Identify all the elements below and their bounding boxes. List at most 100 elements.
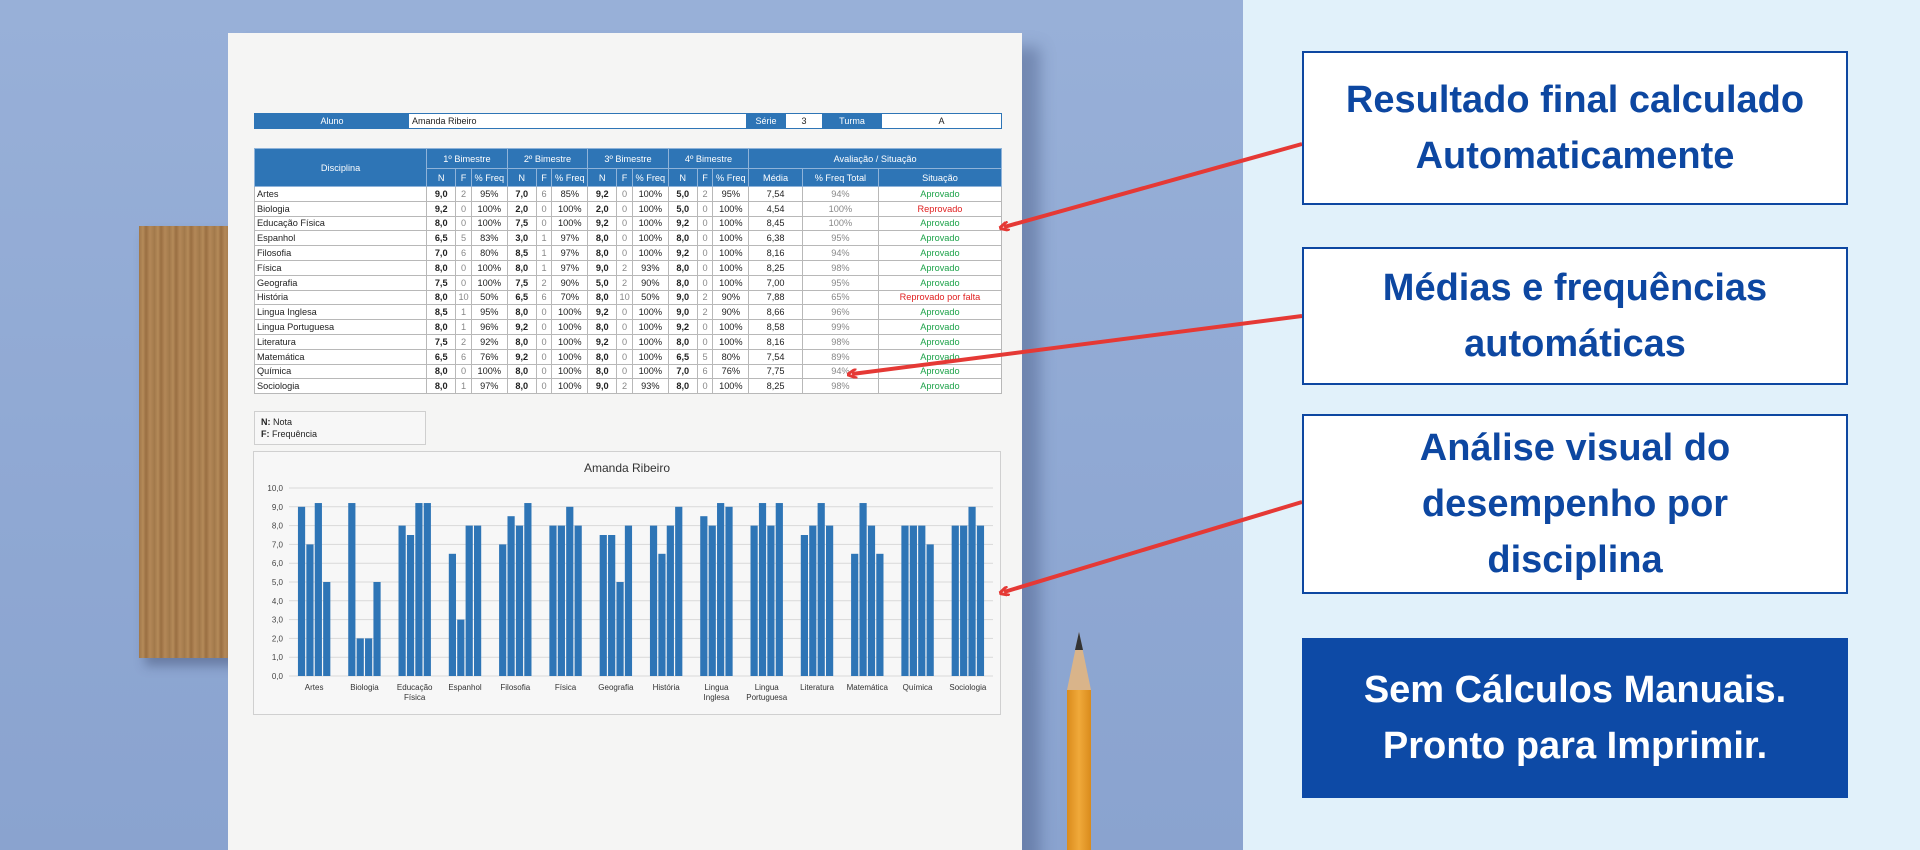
- chart-bar: [708, 525, 716, 676]
- col-bimestre-4: 4º Bimestre: [667, 148, 750, 169]
- callout-no-manual-calc-line-2: Pronto para Imprimir.: [1382, 725, 1768, 767]
- x-tick-label: Física: [555, 683, 577, 692]
- chart-bar: [373, 582, 381, 676]
- chart-bar: [767, 525, 775, 676]
- chart-bar: [474, 525, 482, 676]
- callout-visual-analysis-line-3: disciplina: [1487, 539, 1663, 581]
- y-tick-label: 10,0: [267, 484, 283, 493]
- student-label: Aluno: [255, 114, 409, 128]
- callout-final-result-line-1: Resultado final calculado: [1345, 79, 1805, 121]
- x-tick-label: Lingua: [755, 683, 780, 692]
- student-info-row: Aluno Amanda Ribeiro Série 3 Turma A: [254, 113, 1002, 129]
- x-tick-label: Biologia: [350, 683, 379, 692]
- chart-bar: [549, 525, 557, 676]
- chart-bar: [918, 525, 926, 676]
- chart-bar: [851, 553, 859, 676]
- x-tick-label: Lingua: [704, 683, 729, 692]
- chart-bar: [700, 516, 708, 676]
- chart-bar: [448, 553, 456, 676]
- col-disciplina: Disciplina: [253, 148, 428, 187]
- chart-bar: [406, 535, 415, 676]
- student-name: Amanda Ribeiro: [412, 116, 477, 126]
- x-tick-label: Artes: [305, 683, 324, 692]
- arrow-result: [1004, 142, 1303, 227]
- chart-bar: [717, 503, 725, 676]
- cell-nota: 8,0: [426, 289, 457, 306]
- x-tick-label: Geografia: [598, 683, 634, 692]
- chart-bar: [901, 525, 909, 676]
- table-row: Lingua Portuguesa 8,0 1 96% 9,2 0 100% 8,0 0 100%…: [253, 319, 1003, 335]
- cell-nota: 8,0: [426, 378, 457, 395]
- x-tick-label: Inglesa: [704, 693, 730, 702]
- col-n: N: [667, 168, 698, 187]
- table-row: História 8,0 10 50% 6,5 6 70% 8,0 10 50% 9,0 2 90% 7,…: [253, 289, 1003, 306]
- chart-bar: [398, 525, 406, 676]
- callout-final-result: Resultado final calculado Automaticament…: [1302, 51, 1848, 205]
- table-row: Biologia 9,2 0 100% 2,0 0 100% 2,0 0 100% 5,0 0 100%…: [253, 200, 1003, 217]
- chart-bar: [415, 503, 423, 676]
- x-tick-label: Portuguesa: [746, 693, 787, 702]
- callout-averages-line-1: Médias e frequências: [1382, 267, 1768, 309]
- chart-bar: [976, 525, 985, 676]
- chart-bar: [356, 638, 364, 676]
- chart-bar: [314, 503, 322, 676]
- chart-bar: [624, 525, 633, 676]
- callout-final-result-line-2: Automaticamente: [1415, 135, 1735, 177]
- callout-visual-analysis-line-2: desempenho por: [1421, 483, 1729, 525]
- chart-bar: [750, 525, 758, 676]
- y-tick-label: 2,0: [272, 634, 284, 643]
- table-row: Espanhol 6,5 5 83% 3,0 1 97% 8,0 0 100% 8,0 0 100% 6,…: [253, 230, 1003, 247]
- chart-bar: [809, 525, 817, 676]
- grades-table: Disciplina 1º Bimestre 2º Bimestre 3º Bi…: [253, 148, 1003, 395]
- col-f: F: [535, 168, 553, 187]
- chart-bar: [725, 506, 733, 676]
- chart-bar: [951, 525, 959, 676]
- chart-bar: [826, 525, 834, 676]
- chart-bar: [608, 535, 616, 676]
- callout-visual-analysis-line-1: Análise visual do: [1419, 427, 1731, 469]
- wooden-block: [139, 226, 239, 658]
- legend-n-text: Nota: [273, 417, 293, 427]
- callout-no-manual-calc: Sem Cálculos Manuais. Pronto para Imprim…: [1302, 638, 1848, 798]
- table-row: Geografia 7,5 0 100% 7,5 2 90% 5,0 2 90% 8,0 0 100% 7…: [253, 274, 1003, 291]
- cell-situacao: Aprovado: [877, 378, 1003, 395]
- y-tick-label: 0,0: [272, 672, 284, 681]
- col-avaliacao: Avaliação / Situação: [748, 148, 1002, 169]
- cell-freq: 100%: [712, 378, 750, 395]
- y-tick-label: 6,0: [272, 559, 284, 568]
- chart-bar: [876, 553, 884, 676]
- y-tick-label: 4,0: [272, 597, 284, 606]
- col-media: Média: [748, 168, 803, 187]
- cell-freq: 93%: [631, 378, 669, 395]
- y-tick-label: 9,0: [272, 503, 284, 512]
- cell-nota: 7,0: [426, 245, 457, 261]
- col-n: N: [426, 168, 457, 187]
- chart-bar: [515, 525, 524, 676]
- chart-title: Amanda Ribeiro: [584, 461, 670, 475]
- chart-bar: [960, 525, 968, 676]
- x-tick-label: Espanhol: [448, 683, 482, 692]
- x-tick-label: Química: [903, 683, 933, 692]
- chart-bar: [306, 544, 314, 676]
- col-freq: % Freq: [631, 168, 669, 187]
- x-tick-label: Física: [404, 693, 426, 702]
- col-bimestre-1: 1º Bimestre: [426, 148, 508, 169]
- table-row: Artes 9,0 2 95% 7,0 6 85% 9,2 0 100% 5,0 2 95% 7,54 94…: [253, 186, 1003, 202]
- chart-bar: [658, 553, 666, 676]
- chart-bar: [524, 503, 532, 676]
- cell-faltas: 0: [696, 378, 714, 395]
- grade-value: 3: [801, 116, 807, 126]
- y-tick-label: 7,0: [272, 540, 284, 549]
- col-freq-total: % Freq Total: [801, 168, 879, 187]
- chart-bar: [499, 544, 507, 676]
- cell-nota: 8,0: [506, 378, 537, 395]
- callout-averages-line-2: automáticas: [1464, 323, 1686, 365]
- table-row: Lingua Inglesa 8,5 1 95% 8,0 0 100% 9,2 0 100% 9,0…: [253, 304, 1003, 321]
- grade-label: Série: [746, 114, 786, 128]
- callout-visual-analysis: Análise visual do desempenho por discipl…: [1302, 414, 1848, 594]
- chart-bar: [507, 516, 515, 676]
- chart-bar: [800, 535, 808, 676]
- x-tick-label: Educação: [397, 683, 433, 692]
